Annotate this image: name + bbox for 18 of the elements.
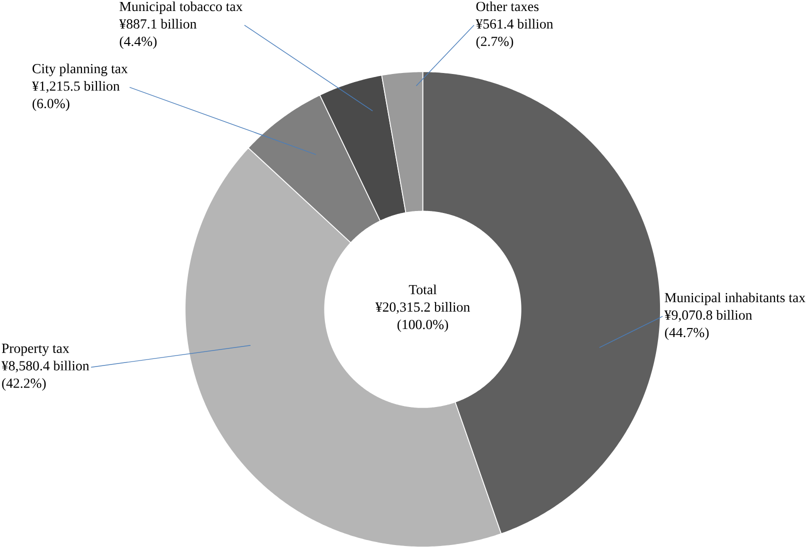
data-label: ¥1,215.5 billion: [32, 80, 120, 93]
text: ¥20,315.2 billion: [375, 302, 470, 314]
slice-label: Other taxes: [476, 1, 539, 11]
text: (100.0%): [398, 319, 448, 332]
data-label: ¥561.4 billion: [476, 18, 554, 28]
slice-label: Property tax: [2, 344, 70, 356]
text: (2.7%): [476, 36, 514, 49]
text: (44.7%): [665, 327, 709, 340]
data-label: ¥887.1 billion: [119, 18, 197, 28]
slice-label: City planning tax: [32, 63, 128, 76]
data-label: ¥9,070.8 billion: [664, 310, 752, 322]
data-label: ¥8,580.4 billion: [1, 360, 90, 372]
text: (6.0%): [32, 98, 70, 111]
text: (42.2%): [2, 378, 46, 390]
slice-label: Municipal tobacco tax: [120, 1, 243, 14]
text: (4.4%): [120, 36, 157, 49]
text: Total: [408, 284, 437, 294]
slice-label: Municipal inhabitants tax: [664, 292, 806, 305]
